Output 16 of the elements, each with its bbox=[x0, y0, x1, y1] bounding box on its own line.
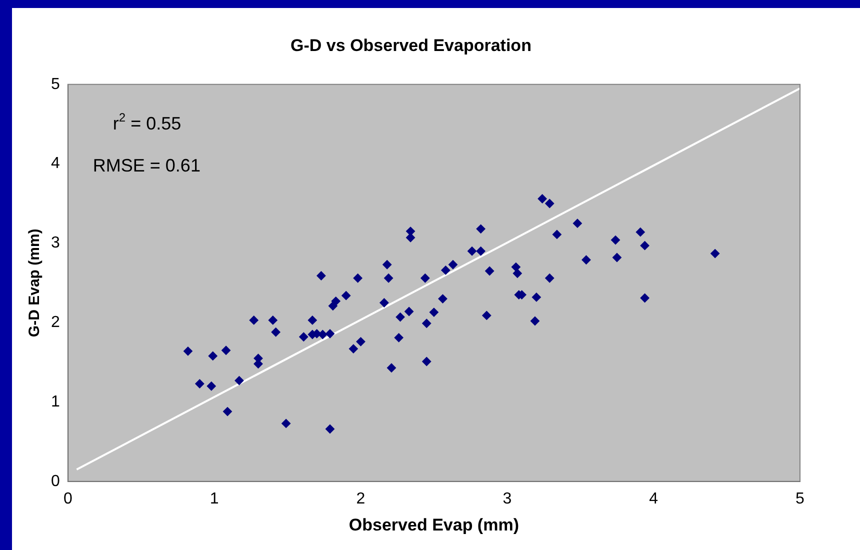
y-tick-label: 0 bbox=[50, 472, 60, 490]
y-tick-label: 1 bbox=[50, 393, 60, 410]
x-axis-title: Observed Evap (mm) bbox=[348, 515, 519, 534]
x-tick-label: 4 bbox=[649, 490, 658, 508]
x-tick-label: 5 bbox=[796, 490, 805, 508]
x-tick-label: 0 bbox=[63, 490, 72, 508]
y-axis-title: G-D Evap (mm) bbox=[26, 228, 44, 338]
x-tick-label: 2 bbox=[356, 490, 366, 508]
annotation: RMSE = 0.61 bbox=[92, 155, 200, 176]
y-tick-label: 3 bbox=[50, 234, 60, 252]
y-tick-label: 5 bbox=[50, 76, 60, 93]
y-tick-label: 4 bbox=[50, 155, 60, 172]
y-tick-label: 2 bbox=[50, 314, 60, 332]
chart-title: G-D vs Observed Evaporation bbox=[290, 36, 532, 55]
x-tick-label: 3 bbox=[502, 490, 512, 508]
x-tick-label: 1 bbox=[210, 490, 219, 508]
